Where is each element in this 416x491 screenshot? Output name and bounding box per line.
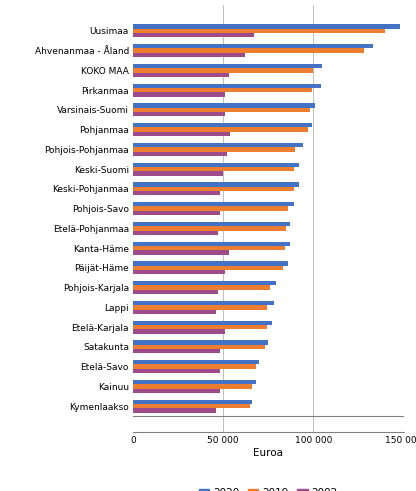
- Bar: [133, 73, 229, 77]
- Bar: [133, 92, 225, 97]
- Bar: [133, 261, 288, 266]
- Bar: [133, 340, 268, 345]
- Bar: [133, 128, 308, 132]
- Bar: [133, 222, 290, 226]
- Bar: [133, 88, 312, 92]
- Bar: [133, 301, 274, 305]
- Bar: [133, 132, 230, 136]
- Bar: [133, 231, 218, 235]
- Bar: [133, 400, 252, 404]
- Bar: [133, 83, 321, 88]
- X-axis label: Euroa: Euroa: [253, 448, 283, 458]
- Bar: [133, 49, 364, 53]
- Bar: [133, 360, 259, 364]
- Bar: [133, 147, 295, 152]
- Bar: [133, 266, 283, 270]
- Bar: [133, 191, 220, 195]
- Bar: [133, 281, 275, 285]
- Bar: [133, 206, 288, 211]
- Bar: [133, 64, 322, 68]
- Bar: [133, 250, 229, 255]
- Bar: [133, 321, 272, 325]
- Bar: [133, 290, 218, 294]
- Bar: [133, 270, 225, 274]
- Bar: [133, 409, 216, 412]
- Bar: [133, 329, 225, 334]
- Bar: [133, 143, 302, 147]
- Bar: [133, 152, 227, 156]
- Bar: [133, 380, 256, 384]
- Bar: [133, 349, 220, 354]
- Bar: [133, 345, 265, 349]
- Legend: 2020, 2019, 2002: 2020, 2019, 2002: [195, 484, 342, 491]
- Bar: [133, 384, 252, 388]
- Bar: [133, 187, 294, 191]
- Bar: [133, 305, 267, 309]
- Bar: [133, 163, 299, 167]
- Bar: [133, 123, 312, 128]
- Bar: [133, 246, 285, 250]
- Bar: [133, 28, 386, 33]
- Bar: [133, 364, 256, 369]
- Bar: [133, 68, 313, 73]
- Bar: [133, 211, 220, 215]
- Bar: [133, 171, 223, 176]
- Bar: [133, 202, 294, 206]
- Bar: [133, 44, 373, 49]
- Bar: [133, 285, 270, 290]
- Bar: [133, 369, 220, 373]
- Bar: [133, 25, 400, 28]
- Bar: [133, 112, 225, 116]
- Bar: [133, 167, 294, 171]
- Bar: [133, 33, 254, 37]
- Bar: [133, 242, 290, 246]
- Bar: [133, 103, 315, 108]
- Bar: [133, 388, 220, 393]
- Bar: [133, 325, 267, 329]
- Bar: [133, 108, 310, 112]
- Bar: [133, 182, 299, 187]
- Bar: [133, 53, 245, 57]
- Bar: [133, 226, 286, 231]
- Bar: [133, 404, 250, 409]
- Bar: [133, 309, 216, 314]
